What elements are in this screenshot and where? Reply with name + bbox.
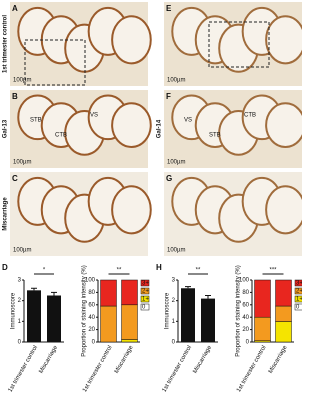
structure-label: VS [184, 118, 192, 124]
y-tick-label: 0 [18, 340, 22, 346]
x-tick-label: 1st trimester control [8, 345, 40, 394]
y-tick-label: 100 [85, 278, 96, 284]
legend-swatch [294, 279, 302, 287]
y-tick-label: 80 [88, 290, 95, 296]
y-tick-label: 1 [18, 319, 22, 325]
legend-label: 1+ [296, 297, 302, 303]
scale-label: 100µm [167, 160, 185, 166]
y-tick-label: 2 [18, 298, 22, 304]
tissue [265, 15, 302, 65]
legend-swatch [140, 287, 150, 295]
significance: * [43, 268, 46, 274]
panel-letter: F [166, 92, 171, 101]
y-axis-label: Immunoscore [11, 292, 17, 329]
structure-label: CTB [244, 113, 256, 119]
scale-label: 100µm [167, 248, 185, 254]
tissue [111, 15, 152, 65]
bar-segment [254, 316, 271, 342]
y-axis-label: Proportion of staining intensity (%) [236, 265, 242, 356]
significance: *** [269, 268, 277, 274]
y-axis-label: Proportion of staining intensity (%) [82, 265, 88, 356]
row-label: 1st trimester control [3, 15, 9, 73]
row-label: Gal-13 [3, 119, 9, 138]
y-tick-label: 100 [239, 278, 250, 284]
legend-label: 3+ [296, 281, 302, 287]
y-tick-label: 40 [88, 315, 95, 321]
tissue [265, 185, 302, 235]
y-tick-label: 20 [88, 327, 95, 333]
tissue [111, 102, 152, 148]
legend-label: 0 [142, 305, 146, 311]
x-tick-label: Miscarriage [268, 344, 289, 374]
y-tick-label: 20 [242, 327, 249, 333]
bar-segment [275, 305, 292, 322]
bar-segment [121, 304, 138, 340]
structure-label: VS [90, 113, 98, 119]
y-tick-label: 60 [88, 302, 95, 308]
x-tick-label: Miscarriage [114, 344, 135, 374]
bar [47, 295, 61, 342]
y-tick-label: 40 [242, 315, 249, 321]
scale-label: 100µm [13, 78, 31, 84]
y-tick-label: 0 [172, 340, 176, 346]
structure-label: STB [209, 133, 221, 139]
y-tick-label: 2 [172, 298, 176, 304]
legend-label: 0 [296, 305, 300, 311]
panel-letter: E [166, 4, 172, 13]
scale-label: 100µm [13, 160, 31, 166]
legend-swatch [140, 295, 150, 303]
x-tick-label: Miscarriage [38, 344, 59, 374]
y-axis-label: Immunoscore [165, 292, 171, 329]
panel-letter: C [12, 174, 18, 183]
y-tick-label: 80 [242, 290, 249, 296]
bar-segment [275, 279, 292, 307]
bar [27, 290, 41, 342]
legend-swatch [294, 303, 302, 311]
legend-swatch [140, 279, 150, 287]
row-label: Miscarriage [3, 197, 9, 231]
legend-label: 1+ [142, 297, 149, 303]
panel-letter: A [12, 4, 18, 13]
panel-letter: H [156, 263, 162, 272]
bar-segment [275, 321, 292, 343]
bar-segment [100, 305, 117, 343]
bar [201, 298, 215, 342]
bar [181, 288, 195, 342]
y-tick-label: 1 [172, 319, 176, 325]
panel-letter: B [12, 92, 18, 101]
inset-box [208, 21, 270, 68]
legend-swatch [294, 295, 302, 303]
bar-segment [100, 279, 117, 307]
legend-label: 2+ [296, 289, 302, 295]
bar-segment [121, 339, 138, 343]
significance: ** [196, 268, 201, 274]
figure: A 100µm 1st trimester control B 100µm Gal-13 S… [2, 2, 302, 394]
panel-letter: D [2, 263, 8, 272]
panel-letter: G [166, 174, 172, 183]
legend-label: 2+ [142, 289, 149, 295]
y-tick-label: 0 [246, 340, 250, 346]
legend-label: 3+ [142, 281, 149, 287]
structure-label: STB [30, 118, 42, 124]
bar-segment [121, 279, 138, 306]
tissue [111, 185, 152, 235]
significance: ** [117, 268, 122, 274]
tissue [265, 102, 302, 148]
y-tick-label: 3 [172, 278, 176, 284]
scale-label: 100µm [167, 78, 185, 84]
structure-label: CTB [55, 133, 67, 139]
y-tick-label: 60 [242, 302, 249, 308]
x-tick-label: 1st trimester control [162, 345, 194, 394]
inset-box [24, 39, 86, 86]
legend-swatch [294, 287, 302, 295]
scale-label: 100µm [13, 248, 31, 254]
y-tick-label: 0 [92, 340, 96, 346]
bar-segment [254, 279, 271, 318]
legend-swatch [140, 303, 150, 311]
y-tick-label: 3 [18, 278, 22, 284]
x-tick-label: Miscarriage [192, 344, 213, 374]
row-label: Gal-14 [157, 119, 163, 138]
